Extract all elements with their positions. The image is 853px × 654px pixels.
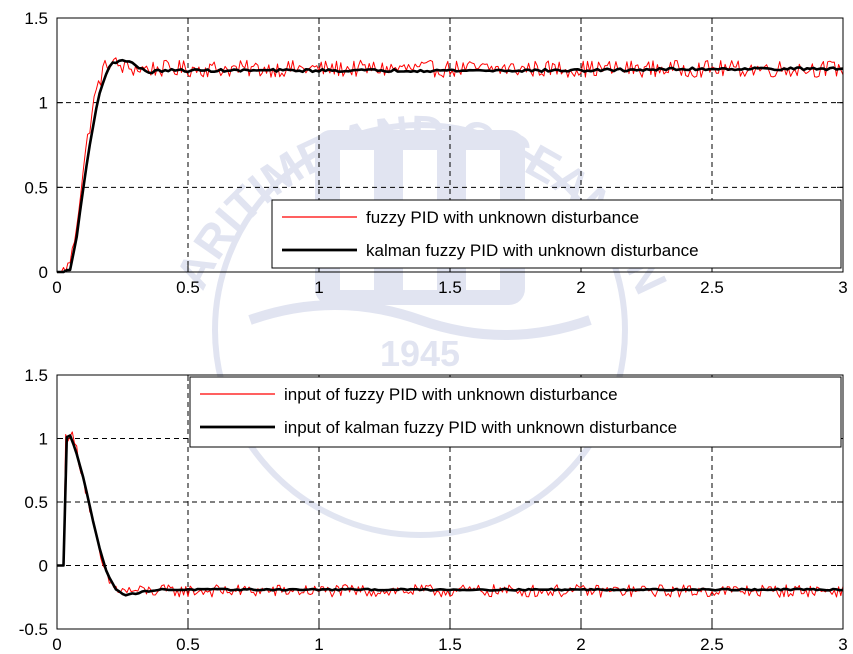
y-tick-label: -0.5 — [19, 620, 48, 639]
watermark-wave — [248, 300, 592, 340]
watermark-ring — [212, 122, 628, 538]
watermark-year: 1945 — [380, 333, 460, 374]
series-line-fuzzy — [57, 431, 844, 598]
x-tick-label: 1.5 — [438, 278, 462, 297]
series-line-kalman — [57, 434, 844, 597]
x-tick-label: 2 — [576, 278, 585, 297]
legend-label: input of kalman fuzzy PID with unknown d… — [284, 418, 677, 437]
x-tick-label: 0 — [52, 635, 61, 654]
x-tick-label: 1 — [314, 278, 323, 297]
x-tick-label: 3 — [838, 635, 847, 654]
x-tick-label: 0.5 — [176, 635, 200, 654]
x-tick-label: 0 — [52, 278, 61, 297]
x-tick-label: 2.5 — [700, 635, 724, 654]
x-tick-label: 2 — [576, 635, 585, 654]
series-line-fuzzy — [57, 57, 844, 273]
legend: input of fuzzy PID with unknown disturba… — [189, 376, 842, 448]
top-chart: 0 0.5 1 1.5 2 2.5 3 0 0.5 1 1.5 fuzzy PID with unkn… — [24, 9, 847, 297]
legend-label: fuzzy PID with unknown disturbance — [366, 208, 639, 227]
legend-label: input of fuzzy PID with unknown disturba… — [284, 385, 618, 404]
x-tick-label: 1 — [314, 635, 323, 654]
series-line-kalman — [57, 58, 844, 274]
grid — [57, 375, 843, 629]
legend-box — [271, 199, 842, 269]
y-tick-label: 0.5 — [24, 178, 48, 197]
x-tick-label: 1.5 — [438, 635, 462, 654]
legend: fuzzy PID with unknown disturbance kalman… — [271, 199, 842, 269]
y-tick-label: 1 — [39, 430, 48, 449]
y-tick-label: 0.5 — [24, 493, 48, 512]
legend-box — [189, 376, 842, 448]
y-tick-label: 1.5 — [24, 9, 48, 28]
y-tick-label: 1 — [39, 94, 48, 113]
x-tick-label: 3 — [838, 278, 847, 297]
x-tick-label: 0.5 — [176, 278, 200, 297]
legend-label: kalman fuzzy PID with unknown disturbanc… — [366, 241, 699, 260]
y-tick-label: 1.5 — [24, 366, 48, 385]
x-tick-label: 2.5 — [700, 278, 724, 297]
y-tick-label: 0 — [39, 263, 48, 282]
y-tick-label: 0 — [39, 557, 48, 576]
